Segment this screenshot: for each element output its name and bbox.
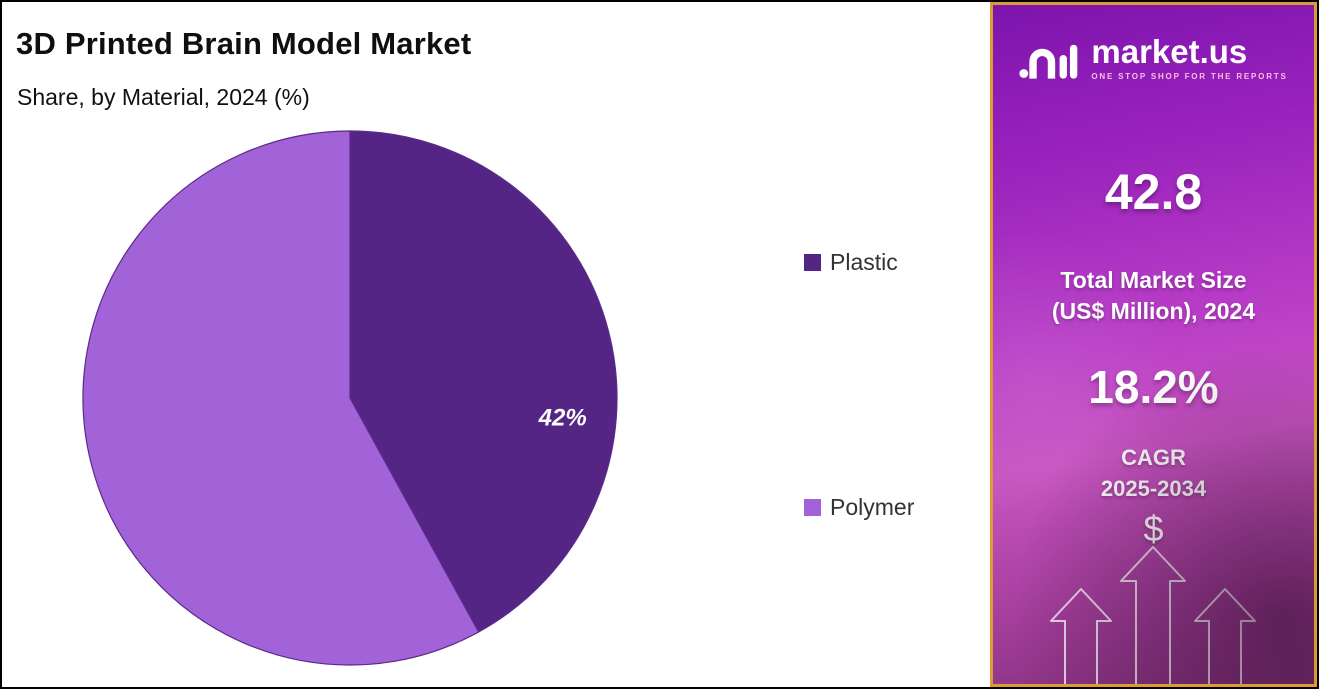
dollar-icon: $ [1143,508,1164,549]
cagr-label-line1: CAGR [1121,445,1186,470]
growth-arrows-icon [1050,546,1256,684]
market-us-logo: market.us ONE STOP SHOP FOR THE REPORTS [993,35,1314,81]
pie-slice-plastic [349,130,618,633]
pie-chart-panel: 3D Printed Brain Model Market Share, by … [2,2,990,687]
market-size-label-line1: Total Market Size [1060,267,1247,293]
market-us-logo-icon [1019,44,1078,79]
pie-slice-polymer [82,130,480,666]
market-size-value: 42.8 [1104,164,1203,220]
legend-label: Plastic [830,248,898,275]
legend-swatch [804,253,821,271]
chart-legend: Plastic Polymer [804,248,914,521]
pie-data-label: 42% [538,405,587,432]
legend-swatch [804,498,821,516]
market-size-label: Total Market Size (US$ Million), 2024 [993,265,1314,327]
market-size-label-line2: (US$ Million), 2024 [1051,298,1256,325]
pie-chart: 42% [82,130,618,666]
logo-text-block: market.us ONE STOP SHOP FOR THE REPORTS [1091,35,1287,81]
cagr-label: CAGR 2025-2034 [993,443,1314,505]
legend-item-plastic: Plastic [804,248,914,276]
cagr-label-line2: 2025-2034 [1100,475,1207,501]
chart-subtitle: Share, by Material, 2024 (%) [17,84,310,110]
cagr-value: 18.2% [1088,361,1219,413]
sidebar: market.us ONE STOP SHOP FOR THE REPORTS … [990,2,1317,687]
logo-tagline: ONE STOP SHOP FOR THE REPORTS [1091,72,1288,81]
legend-label: Polymer [830,493,915,520]
legend-item-polymer: Polymer [804,493,914,521]
logo-text: market.us [1091,33,1248,70]
chart-title: 3D Printed Brain Model Market [16,26,472,61]
